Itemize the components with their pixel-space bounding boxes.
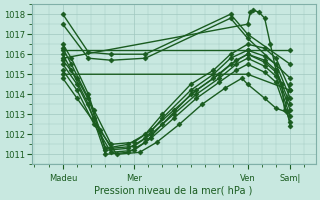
X-axis label: Pression niveau de la mer( hPa ): Pression niveau de la mer( hPa ) [94, 186, 253, 196]
